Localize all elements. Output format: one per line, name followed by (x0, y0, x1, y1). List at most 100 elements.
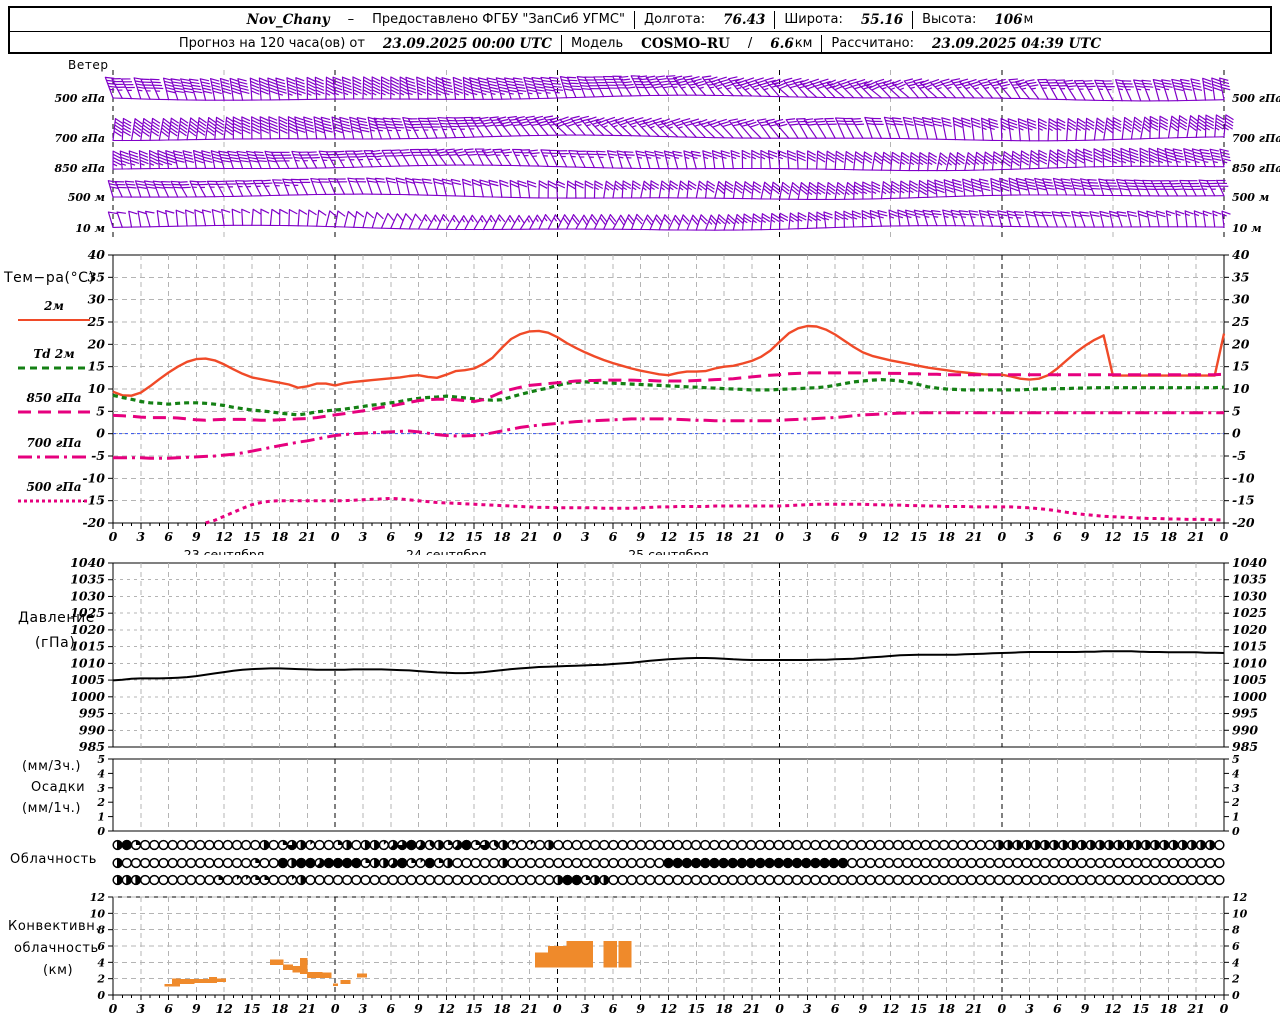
svg-text:21: 21 (964, 1001, 982, 1016)
cloud-octa-symbol (268, 839, 279, 851)
svg-text:1010: 1010 (1232, 655, 1267, 670)
cloud-octa-symbol (718, 839, 729, 851)
cloud-octa-symbol (599, 857, 610, 869)
cloud-octa-symbol (488, 874, 500, 886)
cloud-octa-symbol (470, 857, 481, 869)
cloud-octa-symbol (424, 839, 435, 851)
svg-text:20: 20 (1231, 336, 1250, 351)
svg-text:4: 4 (97, 767, 105, 780)
svg-text:990: 990 (79, 722, 105, 737)
cloud-octa-symbol (1058, 857, 1069, 869)
cloud-octa-symbol (1012, 857, 1023, 869)
svg-text:10: 10 (90, 907, 106, 920)
svg-text:1020: 1020 (1232, 622, 1267, 637)
cloud-octa-symbol (791, 874, 803, 886)
convective-cloud-bar (566, 940, 593, 968)
svg-text:0: 0 (997, 529, 1006, 544)
svg-text:3: 3 (581, 1001, 590, 1016)
cloud-octa-symbol (351, 874, 362, 886)
svg-text:1005: 1005 (1232, 672, 1267, 687)
svg-text:9: 9 (859, 1001, 868, 1016)
cloud-octa-symbol (837, 857, 849, 869)
svg-text:15: 15 (1132, 529, 1149, 544)
cloud-octa-symbol (773, 857, 784, 869)
svg-text:0: 0 (997, 1001, 1006, 1016)
cloud-octa-symbol (442, 874, 454, 886)
cloud-octa-symbol (498, 839, 509, 851)
cloud-octa-symbol (571, 857, 582, 869)
cloud-octa-symbol (562, 839, 573, 851)
svg-text:3: 3 (803, 529, 812, 544)
model-name: COSMO–RU (641, 35, 730, 52)
cloud-octa-symbol (828, 857, 839, 869)
altitude-label: Высота: (922, 12, 977, 27)
cloud-octa-symbol (259, 857, 270, 869)
svg-text:6: 6 (164, 1001, 173, 1016)
cloud-octa-symbol (461, 857, 472, 869)
cloud-octa-symbol (819, 857, 830, 869)
svg-text:0: 0 (109, 1001, 118, 1016)
cloud-octa-symbol (782, 857, 794, 869)
cloud-octa-symbol (1094, 874, 1106, 886)
cloud-octa-symbol (837, 874, 849, 886)
svg-text:4: 4 (1232, 767, 1240, 780)
cloud-octa-symbol (139, 839, 151, 851)
svg-text:4: 4 (97, 956, 105, 969)
divider (912, 10, 914, 29)
cloud-octa-symbol (865, 839, 876, 851)
cloud-octa-symbol (902, 839, 913, 851)
cloud-octa-symbol (700, 857, 711, 869)
cloud-octa-symbol (378, 857, 390, 869)
convective-cloud-bar (618, 940, 632, 968)
cloud-octa-symbol (286, 839, 298, 851)
svg-text:0: 0 (775, 529, 784, 544)
cloud-octa-symbol (709, 857, 720, 869)
cloud-octa-symbol (957, 874, 968, 886)
cloud-octa-symbol (213, 839, 224, 851)
pressure-panel: Давление (гПа) 1040 1040 1035 1035 1030 1030 1… (0, 555, 1280, 755)
cloud-octa-symbol (149, 839, 160, 851)
svg-text:18: 18 (271, 1001, 289, 1016)
cloud-octa-symbol (222, 857, 233, 869)
svg-text:9: 9 (414, 1001, 423, 1016)
cloud-octa-symbol (672, 857, 683, 869)
svg-text:30: 30 (88, 292, 106, 307)
precip-panel-title-1: (мм/3ч.) (22, 759, 82, 774)
cloud-octa-symbol (268, 874, 279, 886)
svg-text:15: 15 (1232, 359, 1249, 374)
cloud-octa-symbol (167, 857, 178, 869)
cloud-octa-symbol (167, 839, 178, 851)
cloud-octa-symbol (516, 857, 527, 869)
svg-text:1025: 1025 (1232, 605, 1267, 620)
cloud-octa-symbol (883, 857, 895, 869)
svg-text:1040: 1040 (70, 555, 105, 570)
svg-text:9: 9 (192, 1001, 201, 1016)
cloud-octa-symbol (543, 839, 555, 851)
cloud-octa-symbol (791, 857, 803, 869)
cloud-octa-symbol (938, 857, 950, 869)
cloud-octa-symbol (139, 857, 151, 869)
svg-text:1040: 1040 (1232, 555, 1267, 570)
svg-text:18: 18 (938, 1001, 956, 1016)
cloud-octa-symbol (920, 857, 931, 869)
svg-text:18: 18 (715, 1001, 733, 1016)
cloud-octa-symbol (635, 874, 647, 886)
cloud-octa-symbol (397, 857, 408, 869)
temp-legend-label: 500 гПа (26, 480, 81, 494)
station-name: Nov_Chany (246, 11, 330, 28)
svg-text:21: 21 (298, 529, 316, 544)
cloud-octa-symbol (406, 857, 417, 869)
cloud-octa-symbol (1085, 874, 1097, 886)
cloud-octa-symbol (1205, 874, 1216, 886)
cloud-octa-symbol (250, 857, 261, 869)
svg-text:21: 21 (742, 1001, 760, 1016)
wind-barbs-plot: 500 гПа 500 гПа 700 гПа 700 гПа 850 гПа 850 г… (55, 70, 1280, 240)
convective-panel-title-3: (км) (43, 963, 74, 978)
cloud-octa-symbol (204, 839, 215, 851)
cloud-octa-symbol (305, 857, 316, 869)
longitude-value: 76.43 (723, 11, 766, 28)
latitude-value: 55.16 (860, 11, 904, 28)
cloud-octa-symbol (1177, 857, 1188, 869)
cloud-octa-symbol (314, 857, 325, 869)
cloud-octa-symbol (498, 857, 509, 869)
